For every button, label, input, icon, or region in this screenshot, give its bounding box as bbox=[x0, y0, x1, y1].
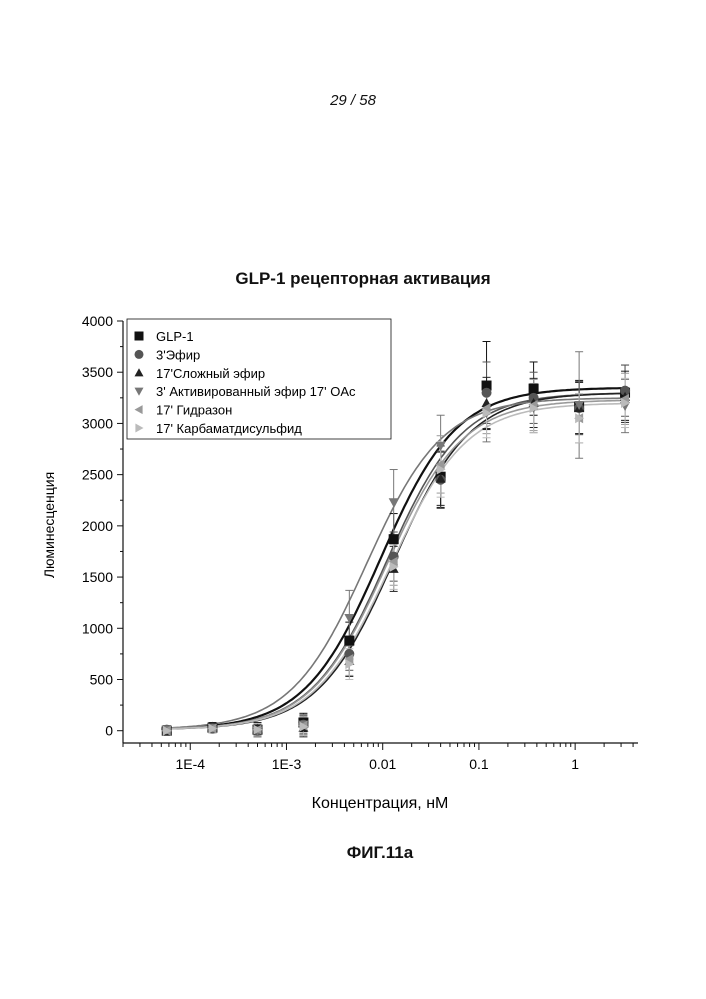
legend-label: 3'Эфир bbox=[156, 347, 200, 362]
legend-marker bbox=[135, 350, 144, 359]
y-tick-label: 3500 bbox=[82, 364, 113, 380]
data-point bbox=[529, 384, 539, 394]
legend-label: 17'Сложный эфир bbox=[156, 366, 265, 381]
y-tick-label: 1000 bbox=[82, 620, 113, 636]
data-point bbox=[344, 636, 354, 646]
legend-label: GLP-1 bbox=[156, 329, 194, 344]
x-tick-label: 1E-3 bbox=[272, 756, 302, 772]
legend-marker bbox=[135, 332, 144, 341]
y-tick-label: 3000 bbox=[82, 415, 113, 431]
legend-label: 17' Карбаматдисульфид bbox=[156, 421, 302, 436]
y-tick-label: 2500 bbox=[82, 467, 113, 483]
data-point bbox=[389, 534, 399, 544]
y-tick-label: 500 bbox=[90, 671, 114, 687]
y-axis-label: Люминесценция bbox=[41, 472, 57, 578]
legend-label: 3' Активированный эфир 17' OAc bbox=[156, 384, 356, 399]
data-point bbox=[482, 388, 492, 398]
y-tick-label: 0 bbox=[105, 723, 113, 739]
x-axis-label: Концентрация, нМ bbox=[312, 795, 449, 812]
legend: GLP-1 3'Эфир 17'Сложный эфир 3' Активирован… bbox=[127, 319, 391, 439]
x-tick-label: 0.1 bbox=[469, 756, 489, 772]
y-tick-label: 4000 bbox=[82, 313, 113, 329]
figure-label: ФИГ.11а bbox=[0, 843, 706, 863]
y-tick-label: 2000 bbox=[82, 518, 113, 534]
data-point bbox=[389, 498, 399, 507]
legend-label: 17' Гидразон bbox=[156, 403, 232, 418]
y-tick-label: 1500 bbox=[82, 569, 113, 585]
x-tick-label: 1E-4 bbox=[175, 756, 205, 772]
x-tick-label: 1 bbox=[571, 756, 579, 772]
x-tick-label: 0.01 bbox=[369, 756, 396, 772]
